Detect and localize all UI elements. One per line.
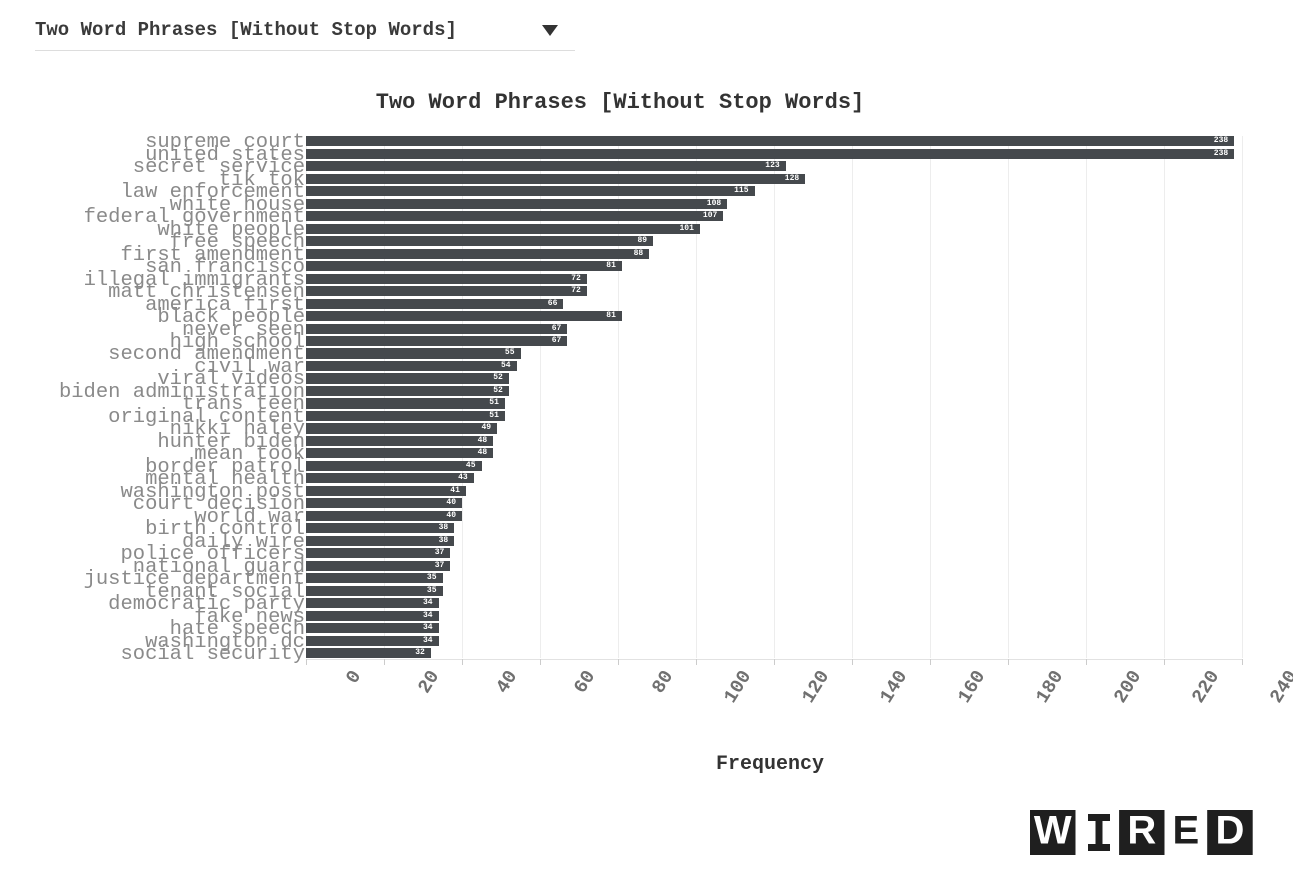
svg-text:W: W — [1034, 810, 1072, 853]
svg-text:D: D — [1216, 810, 1245, 853]
svg-text:E: E — [1172, 810, 1199, 853]
svg-text:R: R — [1127, 810, 1156, 853]
